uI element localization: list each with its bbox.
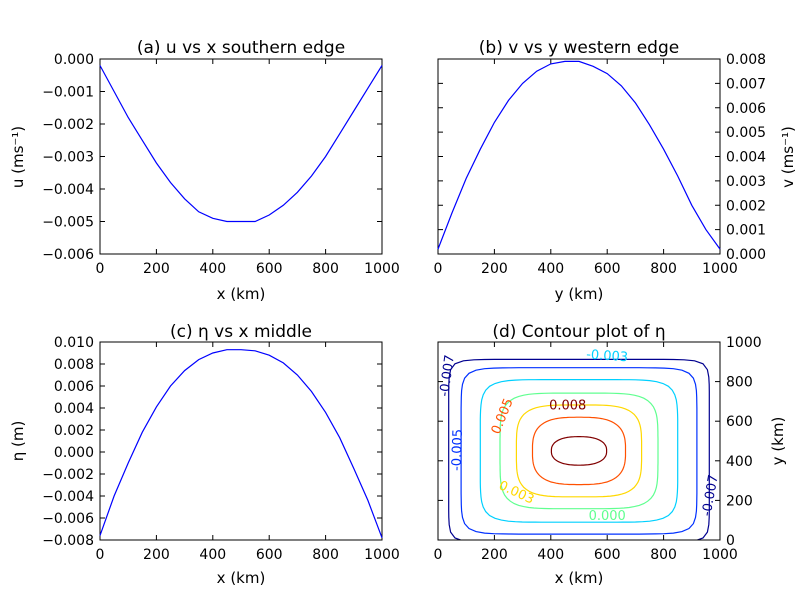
panel-c-xtick-label: 0 bbox=[96, 547, 105, 563]
panel-a-series-line bbox=[99, 65, 383, 223]
panel-c-ytick-label: 0.008 bbox=[54, 357, 94, 373]
panel-b-xtick-label: 800 bbox=[650, 261, 677, 277]
panel-c-xtick-label: 800 bbox=[312, 547, 339, 563]
panel-a: (a) u vs x southern edge x (km) u (ms⁻¹)… bbox=[9, 38, 400, 303]
panel-c-xtick-label: 1000 bbox=[364, 547, 400, 563]
panel-b-ytick-label: 0.008 bbox=[726, 52, 766, 68]
panel-c-ylabel: η (m) bbox=[9, 421, 27, 462]
panel-d-xtick-label: 1000 bbox=[702, 547, 738, 563]
panel-b-ytick-label: 0.002 bbox=[726, 198, 766, 214]
contour-line bbox=[479, 379, 679, 523]
panel-b-ytick-label: 0.005 bbox=[726, 125, 766, 141]
contour-label: 0.005 bbox=[489, 396, 517, 436]
panel-b-xtick-label: 400 bbox=[537, 261, 564, 277]
panel-c-xlabel: x (km) bbox=[217, 569, 266, 587]
panel-b-ytick-label: 0.003 bbox=[726, 174, 766, 190]
panel-a-xtick-label: 400 bbox=[199, 261, 226, 277]
contour-label: 0.000 bbox=[589, 509, 626, 524]
panel-b-ytick-label: 0.001 bbox=[726, 223, 766, 239]
contour-line bbox=[499, 392, 659, 510]
panel-a-xlabel: x (km) bbox=[217, 285, 266, 303]
panel-d-title: (d) Contour plot of η bbox=[492, 322, 665, 342]
panel-d-ytick-label: 800 bbox=[726, 375, 753, 391]
panel-a-ytick-label: −0.004 bbox=[42, 182, 94, 198]
panel-c: (c) η vs x middle x (km) η (m) 0 200 400 60… bbox=[9, 322, 400, 587]
panel-b-ytick-label: 0.004 bbox=[726, 150, 766, 166]
panel-b-xtick-label: 200 bbox=[481, 261, 508, 277]
panel-b-ytick-label: 0.000 bbox=[726, 247, 766, 263]
panel-d-xtick-label: 800 bbox=[650, 547, 677, 563]
panel-a-xtick-label: 800 bbox=[312, 261, 339, 277]
contour-line bbox=[460, 367, 698, 535]
panel-d-ytick-label: 200 bbox=[726, 493, 753, 509]
panel-c-xtick-label: 200 bbox=[143, 547, 170, 563]
panel-c-ytick-label: 0.010 bbox=[54, 335, 94, 351]
panel-b-series-line bbox=[437, 60, 721, 250]
contour-line bbox=[448, 358, 710, 540]
contour-label: -0.007 bbox=[700, 474, 722, 518]
panel-d-ytick-label: 400 bbox=[726, 454, 753, 470]
panel-a-title: (a) u vs x southern edge bbox=[137, 38, 345, 58]
panel-d-xlabel: x (km) bbox=[555, 569, 604, 587]
panel-b-ytick-label: 0.006 bbox=[726, 101, 766, 117]
panel-c-ytick-label: 0.004 bbox=[54, 401, 94, 417]
panel-b-ytick-label: 0.007 bbox=[726, 76, 766, 92]
contour-label: 0.003 bbox=[496, 478, 536, 507]
panel-c-ytick-label: −0.006 bbox=[42, 511, 94, 527]
panel-c-xtick-label: 600 bbox=[256, 547, 283, 563]
panel-b-title: (b) v vs y western edge bbox=[479, 38, 679, 58]
panel-a-ylabel: u (ms⁻¹) bbox=[9, 126, 27, 188]
panel-a-xtick-label: 600 bbox=[256, 261, 283, 277]
panel-d-xtick-label: 0 bbox=[434, 547, 443, 563]
contour-label: -0.005 bbox=[449, 429, 465, 471]
panel-b: (b) v vs y western edge y (km) v (ms⁻¹) … bbox=[434, 38, 797, 303]
panel-c-ytick-label: 0.006 bbox=[54, 379, 94, 395]
panel-c-frame bbox=[99, 341, 383, 541]
panel-a-ytick-label: −0.006 bbox=[42, 247, 94, 263]
panel-d-xtick-label: 200 bbox=[481, 547, 508, 563]
panel-c-ytick-label: −0.004 bbox=[42, 489, 94, 505]
panel-c-ytick-label: −0.002 bbox=[42, 467, 94, 483]
panel-d-xtick-label: 400 bbox=[537, 547, 564, 563]
contour-line bbox=[515, 404, 643, 498]
panel-c-ytick-label: 0.000 bbox=[54, 445, 94, 461]
panel-a-ytick-label: −0.005 bbox=[42, 215, 94, 231]
panel-d-ytick-label: 600 bbox=[726, 414, 753, 430]
contour-label: 0.008 bbox=[549, 398, 586, 413]
panel-a-xtick-label: 0 bbox=[96, 261, 105, 277]
panel-b-frame bbox=[437, 58, 721, 255]
panel-d-frame bbox=[437, 341, 721, 541]
panel-c-ytick-label: 0.002 bbox=[54, 423, 94, 439]
panel-c-xtick-label: 400 bbox=[199, 547, 226, 563]
panel-a-xtick-label: 1000 bbox=[364, 261, 400, 277]
contour-line bbox=[531, 416, 627, 486]
panel-a-ytick-label: −0.002 bbox=[42, 117, 94, 133]
panel-b-xlabel: y (km) bbox=[555, 285, 604, 303]
panel-d-ylabel: y (km) bbox=[769, 417, 787, 466]
panel-b-ylabel: v (ms⁻¹) bbox=[779, 126, 797, 188]
panel-a-ytick-label: −0.001 bbox=[42, 85, 94, 101]
panel-c-title: (c) η vs x middle bbox=[170, 322, 312, 342]
panel-b-xtick-label: 1000 bbox=[702, 261, 738, 277]
contour-line bbox=[550, 436, 608, 466]
panel-d-xtick-label: 600 bbox=[594, 547, 621, 563]
panel-a-xtick-label: 200 bbox=[143, 261, 170, 277]
contour-label: -0.007 bbox=[437, 354, 458, 398]
panel-a-ytick-label: −0.003 bbox=[42, 150, 94, 166]
panel-a-frame bbox=[99, 58, 383, 255]
panel-d-ytick-label: 1000 bbox=[726, 335, 762, 351]
contour-label: -0.003 bbox=[586, 347, 629, 365]
panel-b-xtick-label: 600 bbox=[594, 261, 621, 277]
panel-d: (d) Contour plot of η -0.003 -0.007 -0.005… bbox=[434, 322, 787, 587]
panel-d-ytick-label: 0 bbox=[726, 533, 735, 549]
panel-c-series-line bbox=[99, 349, 383, 539]
panel-a-ytick-label: 0.000 bbox=[54, 52, 94, 68]
panel-b-xtick-label: 0 bbox=[434, 261, 443, 277]
panel-c-ytick-label: −0.008 bbox=[42, 533, 94, 549]
